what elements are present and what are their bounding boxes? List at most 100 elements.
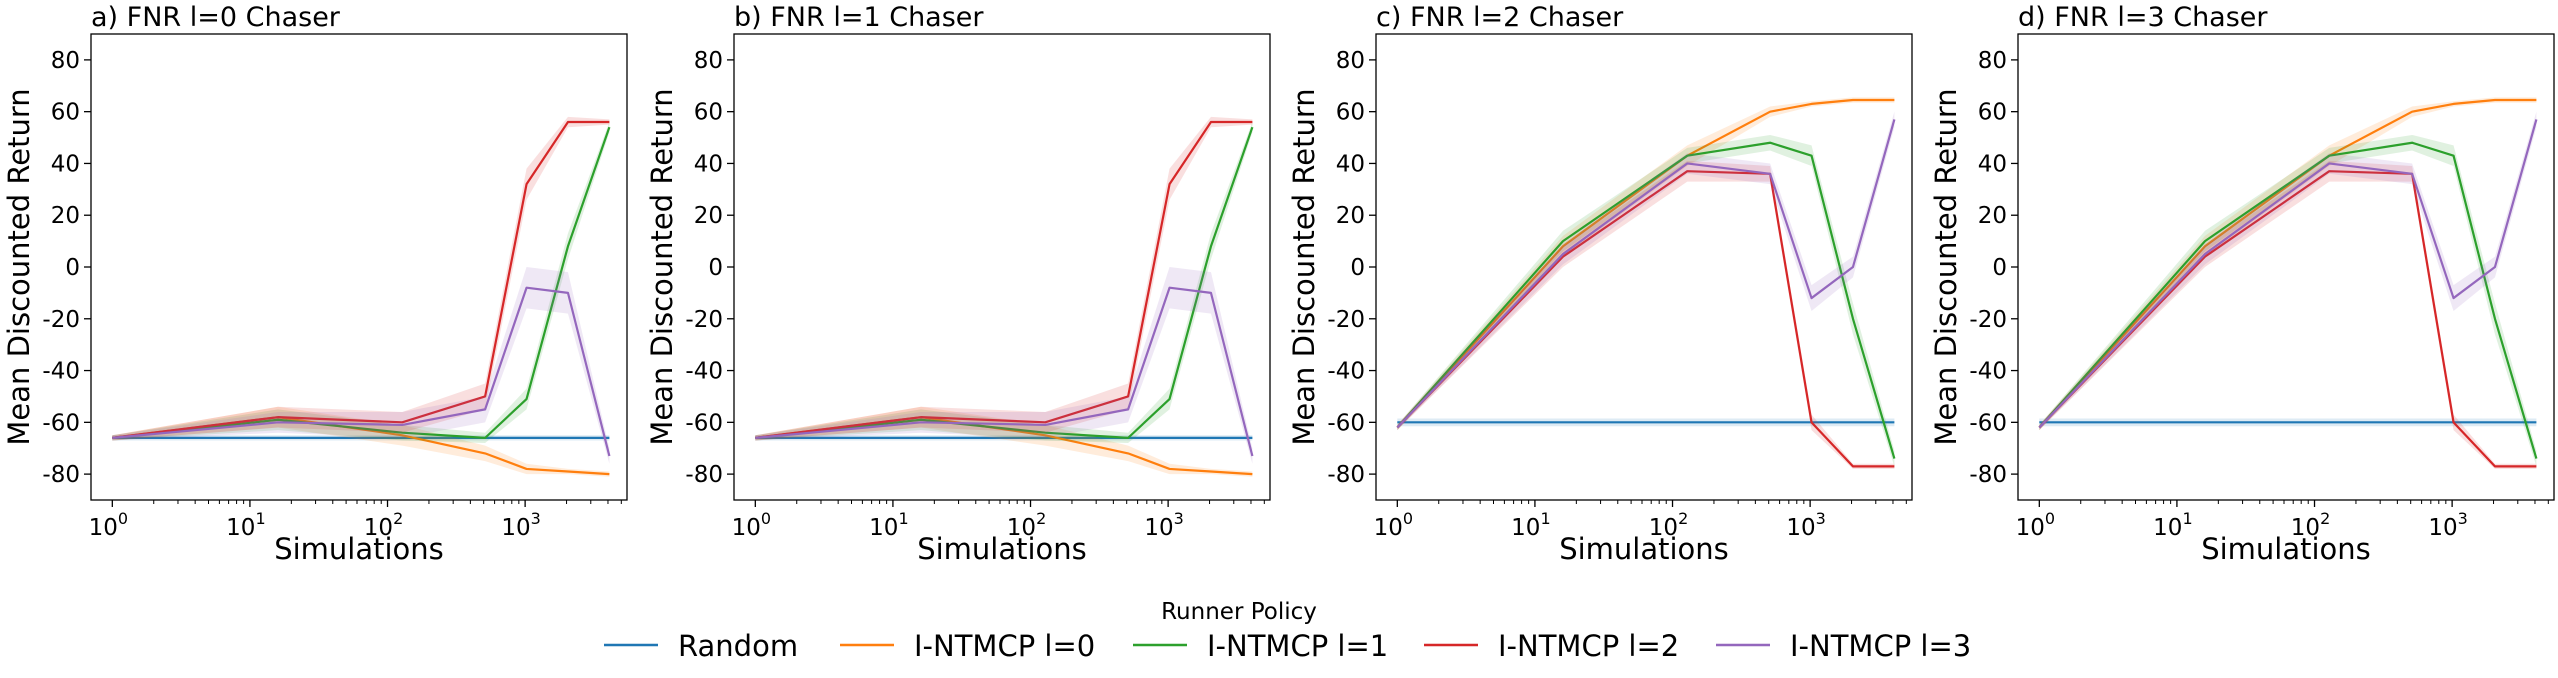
panel-title: a) FNR l=0 Chaser <box>91 2 341 33</box>
y-tick-label: -40 <box>1327 359 1365 385</box>
y-tick-label: -80 <box>1327 462 1365 488</box>
y-tick-label: 60 <box>1336 100 1365 126</box>
y-tick-label: 20 <box>1336 203 1365 229</box>
series-line-3 <box>1396 141 1896 459</box>
y-tick-label: 0 <box>708 255 723 281</box>
y-tick-label: 40 <box>51 151 80 177</box>
plot-area <box>2038 97 2538 469</box>
y-axis-label: Mean Discounted Return <box>2 88 36 445</box>
x-tick-label: 101 <box>1511 509 1550 541</box>
x-tick-base: 10 <box>1374 515 1403 541</box>
x-tick-label: 103 <box>1144 509 1183 541</box>
y-tick-label: -80 <box>1969 462 2007 488</box>
series-line-2 <box>1396 98 1895 429</box>
legend: Runner Policy Random I-NTMCP l=0 I-NTMCP l=… <box>604 599 1971 663</box>
y-tick-label: -20 <box>1969 307 2007 333</box>
x-tick-label: 103 <box>1786 509 1825 541</box>
plot-area <box>755 116 1254 477</box>
y-tick-label: 80 <box>694 48 723 74</box>
x-tick-exponent: 3 <box>531 509 541 528</box>
x-tick-label: 100 <box>2016 509 2055 541</box>
x-tick-label: 102 <box>1007 509 1046 541</box>
legend-label: I-NTMCP l=0 <box>914 629 1095 663</box>
y-tick-label: 60 <box>1978 100 2007 126</box>
legend-entry-1: Random <box>604 629 798 663</box>
x-tick-label: 100 <box>1374 509 1413 541</box>
x-tick-label: 101 <box>869 509 908 541</box>
y-tick-label: -20 <box>1327 307 1365 333</box>
series-band-4 <box>755 116 1253 441</box>
series-line-5 <box>755 286 1254 457</box>
x-tick-exponent: 0 <box>761 509 771 528</box>
y-tick-label: -40 <box>685 359 723 385</box>
x-tick-exponent: 1 <box>1540 509 1550 528</box>
legend-entry-3: I-NTMCP l=1 <box>1133 629 1388 663</box>
series-band-5 <box>755 267 1253 464</box>
plot-area <box>112 116 611 477</box>
panel-1: a) FNR l=0 Chaser-80-60-40-2002040608010… <box>2 2 628 566</box>
y-tick-label: 0 <box>65 255 80 281</box>
y-tick-label: 40 <box>1978 151 2007 177</box>
y-tick-label: 20 <box>1978 203 2007 229</box>
y-tick-label: -60 <box>42 410 80 436</box>
series-band-5 <box>112 267 610 464</box>
series-band-5 <box>1397 111 1895 431</box>
panel-4: d) FNR l=3 Chaser-80-60-40-2002040608010… <box>1929 2 2555 566</box>
y-axis-label: Mean Discounted Return <box>1287 88 1321 445</box>
y-tick-label: 80 <box>1336 48 1365 74</box>
x-tick-label: 101 <box>2153 509 2192 541</box>
series-line-3 <box>755 126 1254 439</box>
x-tick-base: 10 <box>89 515 118 541</box>
y-tick-label: 0 <box>1992 255 2007 281</box>
y-tick-label: 80 <box>51 48 80 74</box>
x-tick-exponent: 1 <box>2182 509 2192 528</box>
x-tick-base: 10 <box>226 515 255 541</box>
x-tick-exponent: 2 <box>1036 509 1046 528</box>
legend-entry-5: I-NTMCP l=3 <box>1716 629 1971 663</box>
x-tick-exponent: 0 <box>1403 509 1413 528</box>
y-tick-label: -60 <box>1327 410 1365 436</box>
legend-entry-4: I-NTMCP l=2 <box>1424 629 1679 663</box>
y-tick-label: -80 <box>42 462 80 488</box>
x-tick-label: 100 <box>89 509 128 541</box>
series-band-2 <box>1397 97 1895 431</box>
x-tick-exponent: 2 <box>2320 509 2330 528</box>
y-tick-label: -20 <box>42 307 80 333</box>
panel-2: b) FNR l=1 Chaser-80-60-40-2002040608010… <box>645 2 1271 566</box>
series-line-4 <box>755 120 1253 439</box>
x-tick-label: 102 <box>364 509 403 541</box>
x-tick-label: 103 <box>501 509 540 541</box>
x-tick-exponent: 3 <box>1174 509 1184 528</box>
x-tick-exponent: 1 <box>898 509 908 528</box>
series-line-2 <box>2038 98 2537 429</box>
y-axis-label: Mean Discounted Return <box>1929 88 1963 445</box>
x-axis-label: Simulations <box>2201 532 2371 566</box>
panel-title: c) FNR l=2 Chaser <box>1376 2 1624 33</box>
series-line-5 <box>2038 119 2538 429</box>
y-tick-label: -80 <box>685 462 723 488</box>
x-tick-base: 10 <box>364 515 393 541</box>
x-tick-exponent: 3 <box>2458 509 2468 528</box>
y-tick-label: -60 <box>685 410 723 436</box>
x-tick-base: 10 <box>2428 515 2457 541</box>
x-tick-exponent: 0 <box>118 509 128 528</box>
series-line-4 <box>112 120 610 439</box>
y-tick-label: 40 <box>1336 151 1365 177</box>
series-band-4 <box>112 116 610 441</box>
panel-title: b) FNR l=1 Chaser <box>734 2 984 33</box>
y-tick-label: 80 <box>1978 48 2007 74</box>
legend-entry-2: I-NTMCP l=0 <box>840 629 1095 663</box>
x-tick-base: 10 <box>501 515 530 541</box>
y-axis-label: Mean Discounted Return <box>645 88 679 445</box>
series-line-3 <box>112 126 611 439</box>
x-tick-base: 10 <box>1511 515 1540 541</box>
x-axis-label: Simulations <box>1559 532 1729 566</box>
legend-label: I-NTMCP l=1 <box>1207 629 1388 663</box>
x-tick-label: 102 <box>2291 509 2330 541</box>
x-tick-base: 10 <box>1007 515 1036 541</box>
y-tick-label: 20 <box>694 203 723 229</box>
x-tick-exponent: 3 <box>1816 509 1826 528</box>
x-tick-base: 10 <box>2016 515 2045 541</box>
y-tick-label: -40 <box>1969 359 2007 385</box>
